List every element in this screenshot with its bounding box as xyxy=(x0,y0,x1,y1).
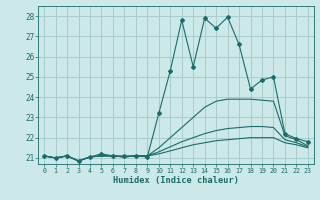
X-axis label: Humidex (Indice chaleur): Humidex (Indice chaleur) xyxy=(113,176,239,185)
